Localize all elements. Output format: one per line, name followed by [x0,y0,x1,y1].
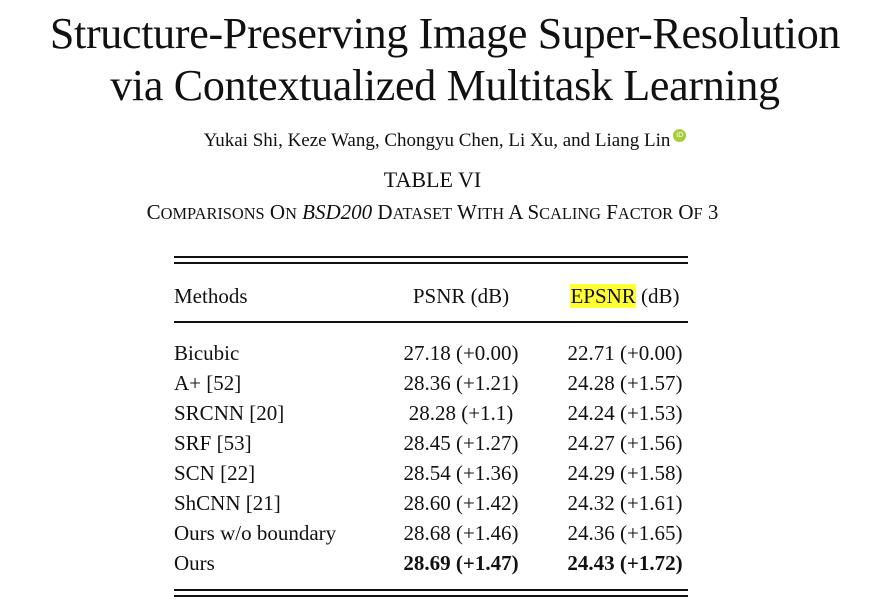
header-methods: Methods [174,284,248,308]
cell-psnr: 27.18 (+0.00) [403,341,519,365]
cell-psnr: 28.45 (+1.27) [403,431,519,455]
epsnr-highlight: EPSNR [570,284,636,308]
cell-psnr: 28.28 (+1.1) [408,401,514,425]
table-bottom-rule-2 [174,595,688,597]
paper-title-line-1: Structure-Preserving Image Super-Resolut… [49,9,841,58]
cell-epsnr: 22.71 (+0.00) [567,341,683,365]
table-header-rule [174,321,688,323]
cell-psnr: 28.68 (+1.46) [403,521,519,545]
epsnr-unit: (dB) [635,284,680,308]
cell-epsnr: 24.29 (+1.58) [567,461,683,485]
table-top-rule-1 [174,256,688,258]
cell-method: SRF [53] [174,431,252,455]
cell-psnr: 28.69 (+1.47) [403,551,519,575]
paper-title: Structure-Preserving Image Super-Resolut… [0,8,890,112]
cell-epsnr: 24.32 (+1.61) [567,491,683,515]
cell-method: Bicubic [174,341,240,365]
header-psnr: PSNR (dB) [412,284,510,308]
cell-epsnr: 24.27 (+1.56) [567,431,683,455]
cell-epsnr: 24.28 (+1.57) [567,371,683,395]
cell-method: SCN [22] [174,461,256,485]
table-caption: COMPARISONS ON BSD200 DATASET WITH A SCA… [0,198,865,228]
cell-psnr: 28.60 (+1.42) [403,491,519,515]
table-bottom-rule-1 [174,589,688,591]
cell-epsnr: 24.24 (+1.53) [567,401,683,425]
caption-post: DATASET WITH A SCALING FACTOR OF 3 [377,200,719,224]
caption-pre: COMPARISONS ON [146,200,297,224]
cell-method: A+ [52] [174,371,242,395]
cell-psnr: 28.54 (+1.36) [403,461,519,485]
cell-epsnr: 24.43 (+1.72) [567,551,683,575]
cell-method: Ours [174,551,215,575]
cell-method: ShCNN [21] [174,491,281,515]
table-number: TABLE VI [383,167,482,192]
table-top-rule-2 [174,262,688,264]
paper-title-line-2: via Contextualized Multitask Learning [110,61,780,110]
header-epsnr: EPSNR (dB) [530,283,720,309]
authors-text: Yukai Shi, Keze Wang, Chongyu Chen, Li X… [203,130,671,151]
orcid-icon[interactable]: iD [673,129,687,142]
cell-psnr: 28.36 (+1.21) [403,371,519,395]
cell-epsnr: 24.36 (+1.65) [567,521,683,545]
cell-method: Ours w/o boundary [174,521,337,545]
author-list: Yukai Shi, Keze Wang, Chongyu Chen, Li X… [0,128,890,154]
caption-dataset: BSD200 [302,200,373,224]
cell-method: SRCNN [20] [174,401,285,425]
